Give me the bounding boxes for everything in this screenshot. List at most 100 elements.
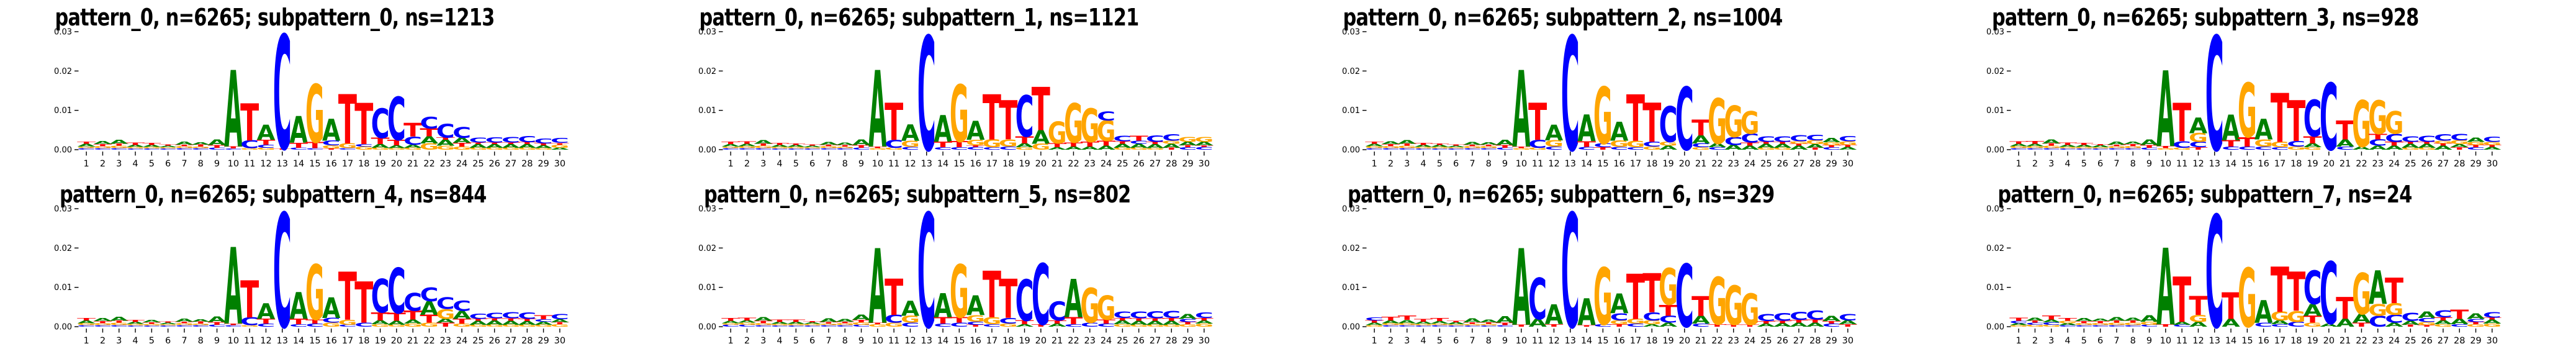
logo-letter-C: C bbox=[1790, 134, 1808, 143]
x-tick-label: 25 bbox=[1760, 159, 1772, 169]
logo-letter-T: T bbox=[933, 140, 952, 149]
logo-letter-G: G bbox=[754, 323, 773, 326]
logo-letter-G: G bbox=[2417, 321, 2436, 326]
logo-letter-A: A bbox=[192, 142, 210, 145]
x-tick-label: 26 bbox=[1133, 336, 1144, 346]
logo-letter-G: G bbox=[2042, 324, 2061, 327]
logo-letter-C: C bbox=[518, 311, 536, 321]
logo-letter-G: G bbox=[485, 324, 504, 327]
logo-letter-T: T bbox=[1447, 320, 1466, 323]
logo-letter-A: A bbox=[2417, 143, 2436, 149]
logo-letter-C: C bbox=[2336, 146, 2354, 151]
logo-letter-A: A bbox=[754, 140, 773, 145]
logo-letter-C: C bbox=[2466, 147, 2485, 150]
y-tick-label: 0.03 bbox=[54, 205, 72, 214]
logo-letter-A: A bbox=[2140, 314, 2158, 324]
logo-letter-G: G bbox=[2384, 106, 2403, 142]
y-tick-label: 0.00 bbox=[1986, 323, 2004, 332]
logo-letter-A: A bbox=[208, 138, 227, 147]
logo-letter-A: A bbox=[2222, 317, 2240, 329]
logo-letter-A: A bbox=[1162, 320, 1181, 326]
logo-letter-A: A bbox=[94, 317, 112, 322]
y-tick-label: 0.03 bbox=[698, 28, 716, 37]
x-axis: 1 2 3 4 5 6 7 8 9 10 11 12 13 14 15 16 17 18 19 20 21 22 23 24 2… bbox=[727, 329, 1210, 346]
x-tick-label: 30 bbox=[2486, 159, 2497, 169]
logo-letter-C: C bbox=[1381, 148, 1400, 150]
logo-letter-G: G bbox=[1031, 142, 1050, 152]
logo-letter-C: C bbox=[1097, 109, 1115, 124]
logo-letter-C: C bbox=[852, 324, 870, 327]
logo-letter-A: A bbox=[2123, 142, 2141, 145]
logo-letter-T: T bbox=[1790, 143, 1809, 147]
logo-letter-T: T bbox=[338, 81, 357, 160]
logo-letter-G: G bbox=[1161, 324, 1181, 327]
logo-letter-C: C bbox=[1561, 182, 1580, 354]
logo-letter-C: C bbox=[305, 148, 324, 150]
logo-letter-C: C bbox=[1129, 311, 1148, 321]
logo-letter-C: C bbox=[999, 146, 1017, 151]
x-tick-label: 17 bbox=[1630, 336, 1641, 346]
logo-letter-G: G bbox=[835, 146, 854, 148]
subplot-title: pattern_0, n=6265; subpattern_5, ns=802 bbox=[644, 178, 1191, 211]
logo-letter-T: T bbox=[1463, 322, 1482, 324]
x-tick-label: 16 bbox=[970, 159, 981, 169]
logo-letter-A: A bbox=[143, 319, 161, 323]
x-tick-label: 23 bbox=[1084, 336, 1095, 346]
logo-letter-C: C bbox=[485, 312, 504, 320]
logo-letter-A: A bbox=[1431, 320, 1449, 324]
subplot-title-text: pattern_0, n=6265; subpattern_4, ns=844 bbox=[60, 181, 487, 208]
logo-letter-T: T bbox=[453, 317, 471, 325]
x-tick-label: 6 bbox=[2097, 159, 2103, 169]
logo-letter-G: G bbox=[2058, 320, 2077, 324]
logo-letter-A: A bbox=[224, 49, 242, 171]
y-tick-label: 0.02 bbox=[54, 244, 72, 253]
x-tick-label: 18 bbox=[1646, 336, 1657, 346]
logo-letter-T: T bbox=[1610, 324, 1629, 327]
x-tick-label: 19 bbox=[1662, 336, 1673, 346]
logo-letter-A: A bbox=[2189, 320, 2207, 328]
x-tick-label: 27 bbox=[2437, 159, 2448, 169]
y-tick-label: 0.02 bbox=[1342, 67, 1360, 76]
logo-letter-G: G bbox=[1544, 138, 1564, 148]
logo-letter-A: A bbox=[485, 319, 504, 326]
x-tick-label: 18 bbox=[1646, 159, 1657, 169]
x-tick-label: 6 bbox=[1453, 159, 1459, 169]
x-tick-label: 12 bbox=[904, 336, 916, 346]
x-tick-label: 14 bbox=[2225, 159, 2236, 169]
logo-letter-A: A bbox=[485, 143, 504, 149]
logo-letter-A: A bbox=[2352, 146, 2370, 151]
logo-letter-C: C bbox=[2173, 324, 2191, 327]
logo-letter-G: G bbox=[737, 146, 757, 149]
logo-letter-C: C bbox=[2368, 313, 2387, 330]
x-tick-label: 28 bbox=[1166, 336, 1177, 346]
x-tick-label: 25 bbox=[1117, 336, 1128, 346]
x-tick-label: 3 bbox=[116, 336, 122, 346]
x-tick-label: 18 bbox=[2290, 159, 2302, 169]
logo-letter-A: A bbox=[786, 145, 805, 148]
x-tick-label: 14 bbox=[293, 159, 304, 169]
logo-letter-T: T bbox=[1398, 143, 1417, 147]
logo-letter-T: T bbox=[1773, 320, 1793, 324]
logo-letter-T: T bbox=[1691, 116, 1710, 141]
logo-letter-A: A bbox=[1757, 323, 1775, 328]
logo-letter-T: T bbox=[142, 322, 161, 324]
logo-letter-T: T bbox=[273, 148, 292, 150]
logo-letter-C: C bbox=[1741, 132, 1759, 146]
logo-letter-C: C bbox=[1194, 146, 1213, 150]
x-tick-label: 15 bbox=[1597, 159, 1608, 169]
x-tick-label: 20 bbox=[391, 159, 402, 169]
logo-letter-G: G bbox=[93, 146, 112, 149]
logo-letter-G: G bbox=[1381, 323, 1400, 326]
x-tick-label: 10 bbox=[228, 336, 239, 346]
logo-letter-G: G bbox=[2009, 146, 2028, 149]
logo-letter-C: C bbox=[1822, 323, 1841, 328]
y-tick-label: 0.02 bbox=[698, 244, 716, 253]
logo-letter-G: G bbox=[1397, 145, 1416, 149]
logo-letter-T: T bbox=[2009, 141, 2029, 145]
x-tick-label: 8 bbox=[842, 336, 847, 346]
x-tick-label: 21 bbox=[1051, 336, 1062, 346]
logo-letters: GATCCGATCGATCGATCGATCGATCGTACGTACTATAACT… bbox=[1365, 182, 1858, 354]
logo-letter-T: T bbox=[754, 143, 773, 147]
logo-letter-G: G bbox=[1080, 99, 1099, 153]
logo-letter-T: T bbox=[2058, 317, 2078, 322]
